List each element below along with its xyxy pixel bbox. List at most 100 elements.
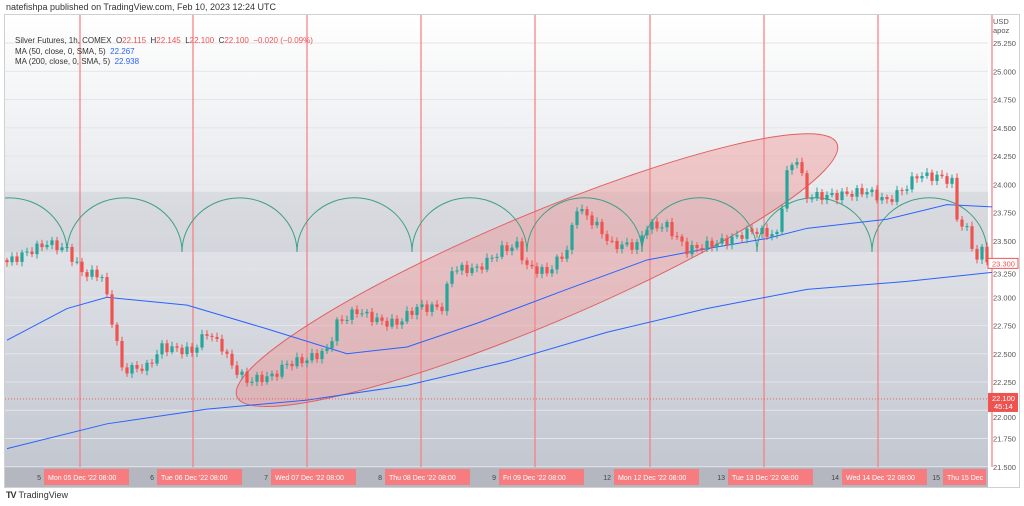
candle[interactable]: [605, 234, 609, 241]
candle[interactable]: [775, 231, 779, 235]
candle[interactable]: [330, 341, 334, 349]
candle[interactable]: [695, 245, 699, 248]
candle[interactable]: [820, 192, 824, 201]
candle[interactable]: [10, 256, 14, 263]
candle[interactable]: [265, 376, 269, 383]
candle[interactable]: [470, 267, 474, 274]
candle[interactable]: [60, 247, 64, 251]
candle[interactable]: [145, 362, 149, 371]
candle[interactable]: [130, 364, 134, 374]
candle[interactable]: [140, 368, 144, 371]
candle[interactable]: [940, 174, 944, 177]
candle[interactable]: [65, 246, 69, 248]
candle[interactable]: [305, 360, 309, 364]
candle[interactable]: [580, 209, 584, 212]
candle[interactable]: [120, 340, 124, 368]
candle[interactable]: [80, 261, 84, 273]
candle[interactable]: [395, 318, 399, 325]
candle[interactable]: [555, 256, 559, 270]
candle[interactable]: [720, 238, 724, 244]
x-tick-badge[interactable]: [385, 469, 470, 485]
candle[interactable]: [85, 272, 89, 277]
candle[interactable]: [965, 226, 969, 228]
x-tick-badge[interactable]: [44, 469, 129, 485]
x-tick-badge[interactable]: [728, 469, 813, 485]
candle[interactable]: [260, 374, 264, 383]
x-tick-badge[interactable]: [614, 469, 699, 485]
candle[interactable]: [725, 238, 729, 246]
candle[interactable]: [785, 170, 789, 209]
candle[interactable]: [385, 320, 389, 327]
candle[interactable]: [620, 244, 624, 250]
candle[interactable]: [420, 304, 424, 307]
candle[interactable]: [875, 189, 879, 201]
candle[interactable]: [195, 347, 199, 353]
candle[interactable]: [615, 240, 619, 250]
candle[interactable]: [200, 334, 204, 348]
candle[interactable]: [45, 244, 49, 248]
candle[interactable]: [810, 198, 814, 200]
candle[interactable]: [110, 294, 114, 325]
chart-frame[interactable]: USD apoz 25.250 25.000 24.750 24.500 24.250 24.…: [4, 14, 1020, 488]
candle[interactable]: [865, 192, 869, 195]
candle[interactable]: [925, 172, 929, 176]
candle[interactable]: [650, 221, 654, 230]
candle[interactable]: [955, 177, 959, 220]
cycle-arc[interactable]: [5, 197, 68, 253]
candle[interactable]: [270, 373, 274, 377]
candle[interactable]: [450, 271, 454, 284]
candle[interactable]: [135, 364, 139, 369]
candle[interactable]: [910, 176, 914, 190]
candle[interactable]: [565, 249, 569, 259]
candle[interactable]: [250, 381, 254, 383]
candle[interactable]: [500, 245, 504, 257]
candle[interactable]: [75, 261, 79, 263]
candle[interactable]: [370, 311, 374, 323]
x-tick-badge[interactable]: [271, 469, 356, 485]
candle[interactable]: [660, 227, 664, 229]
candle[interactable]: [55, 240, 59, 251]
x-tick-badge[interactable]: [499, 469, 584, 485]
candle[interactable]: [545, 267, 549, 274]
candle[interactable]: [255, 374, 259, 382]
candle[interactable]: [485, 257, 489, 270]
candle[interactable]: [635, 242, 639, 250]
candle[interactable]: [425, 304, 429, 312]
candle[interactable]: [510, 247, 514, 252]
candle[interactable]: [340, 319, 344, 321]
candle[interactable]: [290, 363, 294, 367]
candle[interactable]: [870, 189, 874, 193]
tradingview-brand[interactable]: TV TradingView: [6, 490, 69, 500]
candle[interactable]: [165, 343, 169, 353]
candle[interactable]: [50, 240, 54, 245]
candle[interactable]: [310, 353, 314, 361]
cycle-arc[interactable]: [411, 197, 528, 253]
cycle-arc[interactable]: [181, 197, 298, 253]
candle[interactable]: [800, 162, 804, 174]
candle[interactable]: [215, 336, 219, 339]
candle[interactable]: [410, 310, 414, 316]
candle[interactable]: [455, 270, 459, 272]
candle[interactable]: [70, 246, 74, 262]
ma200-line[interactable]: [6, 271, 993, 450]
candle[interactable]: [890, 199, 894, 202]
candle[interactable]: [840, 191, 844, 201]
candle[interactable]: [465, 264, 469, 274]
candle[interactable]: [665, 221, 669, 228]
candle[interactable]: [20, 252, 24, 262]
candle[interactable]: [975, 248, 979, 260]
candle[interactable]: [365, 311, 369, 314]
candle[interactable]: [35, 243, 39, 255]
candle[interactable]: [860, 188, 864, 195]
candle[interactable]: [160, 343, 164, 355]
x-tick-badge[interactable]: [157, 469, 242, 485]
candle[interactable]: [225, 351, 229, 354]
candle[interactable]: [335, 319, 339, 342]
candle[interactable]: [590, 215, 594, 226]
candle[interactable]: [625, 242, 629, 245]
candle[interactable]: [790, 164, 794, 171]
candle[interactable]: [740, 235, 744, 239]
candle[interactable]: [610, 240, 614, 242]
candle[interactable]: [350, 309, 354, 320]
cycle-arc[interactable]: [526, 197, 643, 253]
